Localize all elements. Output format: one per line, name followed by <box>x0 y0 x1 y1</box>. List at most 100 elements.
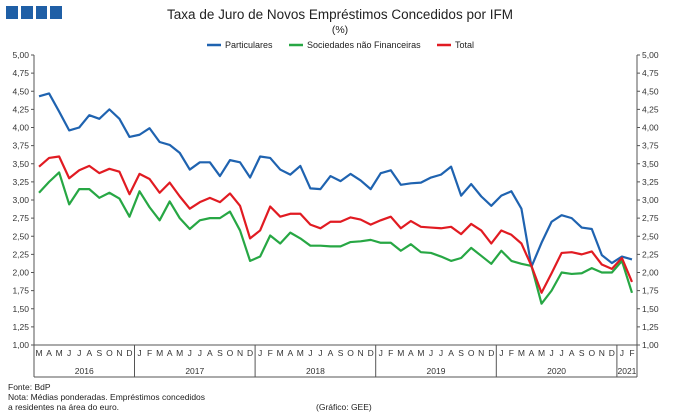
x-month-label: J <box>77 348 81 358</box>
x-month-label: D <box>488 348 494 358</box>
x-month-label: A <box>328 348 334 358</box>
x-month-label: J <box>198 348 202 358</box>
x-month-label: F <box>147 348 152 358</box>
x-month-label: J <box>67 348 71 358</box>
logo-block <box>20 6 33 19</box>
chart-axes: 1,00 1,00 1,25 1,25 1,50 1,50 1,75 1,75 2,00 2,00… <box>12 50 659 378</box>
x-month-label: M <box>397 348 404 358</box>
y-tick-label-left: 2,00 <box>12 268 29 278</box>
y-tick-label-right: 1,00 <box>642 340 659 350</box>
y-tick-label-right: 4,50 <box>642 86 659 96</box>
y-tick-label-right: 2,50 <box>642 231 659 241</box>
x-year-label: 2016 <box>75 366 94 376</box>
x-year-label: 2017 <box>185 366 204 376</box>
x-month-label: M <box>538 348 545 358</box>
x-month-label: J <box>439 348 443 358</box>
x-month-label: A <box>448 348 454 358</box>
x-month-label: J <box>560 348 564 358</box>
x-month-label: M <box>417 348 424 358</box>
y-tick-label-left: 1,75 <box>12 286 29 296</box>
y-tick-label-right: 2,25 <box>642 249 659 259</box>
x-month-label: O <box>588 348 595 358</box>
logo-block <box>50 6 62 19</box>
x-year-label: 2020 <box>547 366 566 376</box>
x-month-label: A <box>408 348 414 358</box>
x-month-label: F <box>509 348 514 358</box>
y-tick-label-left: 2,75 <box>12 213 29 223</box>
y-tick-label-right: 5,00 <box>642 50 659 60</box>
y-tick-label-left: 2,25 <box>12 249 29 259</box>
legend-label: Total <box>455 40 474 50</box>
x-month-label: J <box>188 348 192 358</box>
x-month-label: F <box>268 348 273 358</box>
x-month-label: J <box>379 348 383 358</box>
x-month-label: N <box>116 348 122 358</box>
x-month-label: A <box>46 348 52 358</box>
y-tick-label-left: 5,00 <box>12 50 29 60</box>
x-month-label: S <box>338 348 344 358</box>
x-month-label: J <box>549 348 553 358</box>
footnote-line-2: a residentes na área do euro. <box>8 402 120 412</box>
y-tick-label-left: 4,00 <box>12 123 29 133</box>
footnote-line-1: Nota: Médias ponderadas. Empréstimos con… <box>8 392 206 402</box>
y-tick-label-left: 2,50 <box>12 231 29 241</box>
x-year-label: 2021 <box>617 366 636 376</box>
x-month-label: J <box>258 348 262 358</box>
x-month-label: J <box>429 348 433 358</box>
y-tick-label-left: 4,25 <box>12 104 29 114</box>
x-month-label: J <box>318 348 322 358</box>
x-month-label: M <box>35 348 42 358</box>
x-month-label: A <box>167 348 173 358</box>
source-note: Fonte: BdP <box>8 382 51 392</box>
chart-credit: (Gráfico: GEE) <box>316 402 372 412</box>
x-month-label: A <box>569 348 575 358</box>
y-tick-label-left: 1,50 <box>12 304 29 314</box>
x-month-label: M <box>56 348 63 358</box>
series-line-total <box>38 155 633 294</box>
x-month-label: N <box>599 348 605 358</box>
y-tick-label-left: 4,50 <box>12 86 29 96</box>
chart-title: Taxa de Juro de Novos Empréstimos Conced… <box>167 7 513 22</box>
x-month-label: J <box>308 348 312 358</box>
x-month-label: A <box>529 348 535 358</box>
x-month-label: S <box>217 348 223 358</box>
x-month-label: O <box>227 348 234 358</box>
y-tick-label-right: 3,75 <box>642 141 659 151</box>
y-tick-label-right: 2,00 <box>642 268 659 278</box>
x-year-label: 2019 <box>427 366 446 376</box>
x-year-label: 2018 <box>306 366 325 376</box>
x-month-label: F <box>388 348 393 358</box>
x-month-label: N <box>358 348 364 358</box>
x-month-label: D <box>609 348 615 358</box>
x-month-label: D <box>368 348 374 358</box>
x-month-label: S <box>579 348 585 358</box>
x-month-label: D <box>247 348 253 358</box>
chart-subtitle: (%) <box>332 24 348 36</box>
x-month-label: N <box>237 348 243 358</box>
x-month-label: M <box>518 348 525 358</box>
y-tick-label-left: 3,75 <box>12 141 29 151</box>
y-tick-label-right: 3,25 <box>642 177 659 187</box>
legend-label: Sociedades não Financeiras <box>307 40 421 50</box>
chart-series <box>38 92 634 305</box>
chart-legend: Particulares Sociedades não Financeiras To… <box>207 40 474 50</box>
x-month-label: M <box>176 348 183 358</box>
y-tick-label-right: 4,00 <box>642 123 659 133</box>
y-tick-label-left: 4,75 <box>12 68 29 78</box>
series-line-particulares <box>38 92 633 268</box>
y-tick-label-left: 3,50 <box>12 159 29 169</box>
y-tick-label-right: 3,50 <box>642 159 659 169</box>
y-tick-label-left: 3,25 <box>12 177 29 187</box>
logo-block <box>35 6 48 19</box>
x-month-label: O <box>106 348 113 358</box>
x-month-label: J <box>137 348 141 358</box>
x-month-label: M <box>277 348 284 358</box>
x-month-label: M <box>297 348 304 358</box>
x-month-label: S <box>458 348 464 358</box>
x-month-label: M <box>156 348 163 358</box>
y-tick-label-left: 1,00 <box>12 340 29 350</box>
x-month-label: A <box>86 348 92 358</box>
logo-block <box>6 6 18 19</box>
bdp-logo-icon <box>6 6 62 19</box>
x-month-label: O <box>468 348 475 358</box>
